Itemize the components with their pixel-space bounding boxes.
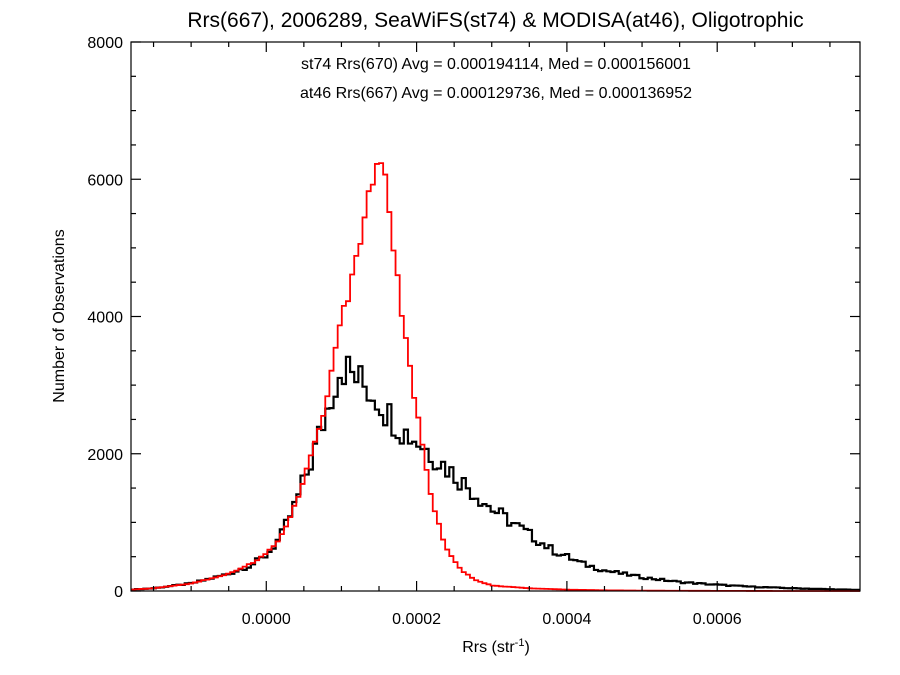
y-axis-label: Number of Observations <box>51 229 68 402</box>
chart-title: Rrs(667), 2006289, SeaWiFS(st74) & MODIS… <box>187 9 803 32</box>
y-tick-label: 8000 <box>87 35 123 52</box>
series-at46-line <box>131 162 860 592</box>
x-tick-label: 0.0004 <box>542 611 591 628</box>
x-axis-label: Rrs (str-1) <box>462 637 530 656</box>
x-tick-label: 0.0000 <box>242 611 291 628</box>
x-tick-label: 0.0006 <box>693 611 742 628</box>
x-axis-label-base: Rrs (str <box>462 639 515 656</box>
x-axis-label-close: ) <box>524 639 529 656</box>
y-tick-label: 0 <box>114 584 123 601</box>
plot-frame <box>130 41 861 592</box>
x-axis-label-superscript: -1 <box>515 637 525 649</box>
annotation-at46-stats: at46 Rrs(667) Avg = 0.000129736, Med = 0… <box>300 85 692 102</box>
y-tick-label: 6000 <box>87 172 123 189</box>
x-tick-label: 0.0002 <box>392 611 441 628</box>
tick-layer: 0 2000 4000 6000 8000 0.0000 0.0002 0.0004 0.000… <box>87 35 860 628</box>
series-layer <box>131 162 860 592</box>
annotation-st74-stats: st74 Rrs(670) Avg = 0.000194114, Med = 0… <box>301 56 691 73</box>
y-tick-label: 2000 <box>87 447 123 464</box>
y-tick-label: 4000 <box>87 310 123 327</box>
series-st74-line <box>131 355 860 592</box>
